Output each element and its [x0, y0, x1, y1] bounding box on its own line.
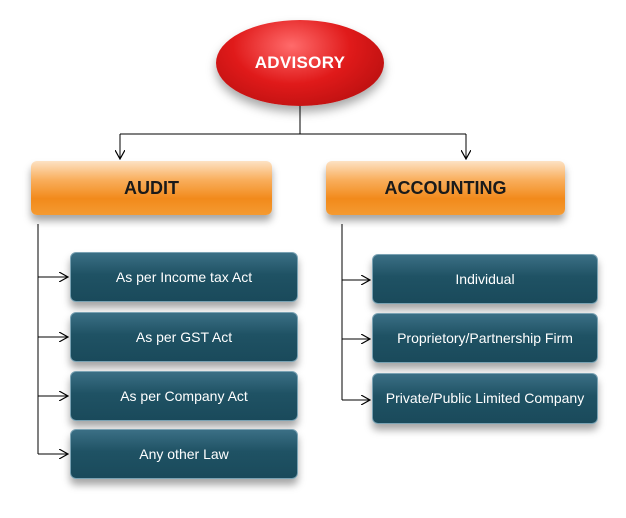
audit-node: AUDIT [31, 161, 272, 215]
item-label: As per Income tax Act [115, 268, 253, 285]
item-label: Any other Law [139, 445, 229, 462]
accounting-item-individual: Individual [372, 254, 598, 304]
accounting-label: ACCOUNTING [384, 177, 507, 198]
item-label: Individual [455, 270, 515, 287]
accounting-node: ACCOUNTING [326, 161, 565, 215]
audit-label: AUDIT [124, 177, 179, 198]
audit-item-income-tax-act: As per Income tax Act [70, 252, 298, 302]
accounting-item-limited-company: Private/Public Limited Company [372, 373, 598, 424]
audit-item-other-law: Any other Law [70, 429, 298, 479]
audit-item-company-act: As per Company Act [70, 371, 298, 421]
item-label: As per Company Act [120, 387, 248, 404]
advisory-label: ADVISORY [254, 53, 346, 72]
item-label: As per GST Act [135, 328, 233, 345]
item-label: Private/Public Limited Company [385, 390, 585, 406]
audit-item-gst-act: As per GST Act [70, 312, 298, 362]
item-label: Proprietory/Partnership Firm [397, 329, 573, 346]
accounting-item-partnership-firm: Proprietory/Partnership Firm [372, 313, 598, 363]
advisory-node: ADVISORY [216, 20, 384, 106]
